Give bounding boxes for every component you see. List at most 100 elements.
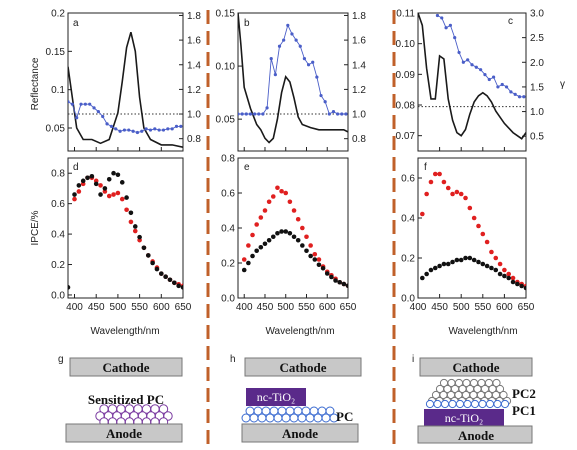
ipce-black-point-f-15 [484, 263, 490, 269]
ipce-black-point-e-2 [250, 253, 255, 259]
gamma-point-c-18 [513, 92, 517, 96]
ipce-black-point-d-18 [145, 253, 151, 258]
y2-tick-label-b-4: 1.6 [352, 36, 366, 47]
x-tick-label-f-4: 600 [496, 302, 513, 313]
gamma-point-c-1 [440, 16, 444, 20]
y2-tick-label-b-0: 0.8 [352, 134, 366, 145]
y-tick-label-c-1: 0.08 [396, 101, 416, 112]
cathode-plate-g [69, 357, 183, 377]
gamma-point-a-2 [75, 116, 79, 120]
ipce-black-point-d-25 [176, 283, 181, 289]
ipce-red-point-e-7 [270, 194, 276, 199]
ipce-black-point-d-22 [163, 274, 168, 279]
ipce-black-point-d-20 [154, 266, 160, 272]
spheres-h-sphere-1-2 [257, 413, 267, 423]
spheres-h-sphere-1-8 [305, 413, 315, 423]
reflectance-line-a [68, 31, 183, 148]
ipce-red-point-d-11 [119, 196, 125, 202]
gamma-point-c-4 [453, 36, 457, 40]
gamma-point-a-23 [166, 127, 170, 131]
y-label-ipce: IPCE/% [30, 210, 41, 245]
pc1-label: PC1 [512, 403, 536, 418]
gamma-line-c [437, 15, 524, 98]
ipce-red-point-f-12 [471, 215, 477, 221]
ipce-red-point-f-3 [432, 171, 438, 177]
ipce-black-point-e-16 [308, 253, 313, 259]
ipce-red-point-e-6 [266, 199, 272, 205]
spheres-h-sphere-1-3 [265, 413, 275, 423]
y-tick-label-c-2: 0.09 [396, 70, 416, 81]
ipce-red-point-d-14 [132, 228, 138, 234]
gamma-point-c-12 [487, 77, 491, 82]
x-tick-label-e-3: 550 [298, 302, 315, 313]
ipce-red-point-e-8 [275, 185, 280, 191]
gamma-point-c-20 [522, 95, 526, 99]
ipce-black-point-f-2 [428, 267, 434, 273]
y-label-reflectance: Reflectance [30, 57, 41, 110]
gamma-point-c-17 [509, 90, 513, 94]
ipce-black-point-f-17 [493, 267, 499, 273]
gamma-point-b-8 [269, 56, 273, 61]
spheres-h-sphere-1-1 [249, 413, 259, 423]
ipce-red-point-d-8 [106, 193, 112, 199]
x-tick-label-e-0: 400 [236, 302, 253, 313]
ipce-black-point-f-20 [506, 275, 512, 281]
gamma-point-b-9 [273, 73, 277, 77]
spheres-i-sphere-0-10 [500, 399, 510, 409]
gamma-point-b-15 [298, 44, 302, 48]
spheres-g-sphere-0-7 [158, 404, 169, 414]
y2-tick-label-a-2: 1.2 [187, 85, 201, 96]
spheres-i-sphere-0-9 [493, 399, 502, 409]
panel-label-f: f [424, 162, 427, 173]
anode-label-i: Anode [458, 428, 494, 443]
x-tick-label-e-5: 650 [340, 302, 357, 313]
ipce-red-point-f-15 [484, 239, 490, 245]
ipce-black-point-f-8 [454, 257, 460, 263]
y-tick-label-e-2: 0.4 [221, 224, 235, 235]
ipce-black-point-f-11 [467, 255, 473, 261]
ipce-black-point-d-2 [76, 183, 82, 188]
ipce-black-point-d-3 [80, 178, 86, 184]
gamma-point-a-22 [161, 128, 166, 132]
y-tick-label-c-3: 0.10 [396, 39, 416, 50]
gamma-point-a-5 [88, 102, 92, 106]
pc-spheres-h [241, 406, 339, 423]
gamma-point-c-3 [448, 23, 452, 27]
spheres-h-sphere-1-6 [289, 413, 299, 423]
gamma-point-b-18 [311, 60, 315, 64]
ipce-black-point-e-13 [295, 237, 301, 243]
gamma-point-a-11 [114, 127, 118, 131]
y2-tick-label-a-5: 1.8 [187, 11, 201, 22]
pc2-label: PC2 [512, 386, 536, 401]
nc-tio2-label-h: nc-TiO₂ [257, 390, 295, 404]
plot-area-c [418, 13, 526, 140]
gamma-point-b-12 [286, 23, 290, 27]
ipce-black-point-f-21 [510, 279, 516, 285]
x-tick-label-f-0: 400 [410, 302, 427, 313]
gamma-point-a-8 [101, 114, 105, 119]
y2-tick-label-a-3: 1.4 [187, 60, 201, 71]
chart-a: 0.05 0.1 0.15 0.2 0.8 1.0 1.2 1.4 1.6 1.8 [46, 9, 201, 152]
y-tick-label-d-1: 0.2 [51, 260, 65, 271]
ipce-red-point-e-14 [300, 225, 305, 231]
spheres-h-sphere-1-4 [273, 413, 283, 423]
gamma-point-b-22 [327, 112, 331, 116]
schematic-g: Cathode Sensitized PC Anode [65, 357, 183, 443]
ipce-red-point-e-2 [250, 232, 255, 238]
ipce-black-point-d-9 [106, 177, 112, 182]
gamma-point-b-3 [248, 112, 253, 116]
gamma-point-a-25 [174, 124, 179, 128]
ipce-red-point-d-13 [128, 219, 134, 225]
chart-b: 0.05 0.10 0.15 0.8 1.0 1.2 1.4 1.6 1.8 [216, 9, 366, 152]
ipce-red-point-e-13 [295, 216, 301, 222]
spheres-h-sphere-0-10 [325, 406, 335, 416]
y-tick-label-e-3: 0.6 [221, 189, 235, 200]
plot-frame-f [417, 157, 527, 299]
ipce-black-point-d-15 [132, 224, 138, 229]
x-label-f: Wavelength/nm [448, 326, 517, 337]
gamma-point-a-4 [83, 102, 87, 106]
x-tick-label-d-4: 600 [153, 302, 170, 313]
gamma-point-b-13 [290, 32, 294, 36]
cathode-label-h: Cathode [280, 360, 327, 375]
ipce-red-point-e-4 [258, 215, 264, 220]
